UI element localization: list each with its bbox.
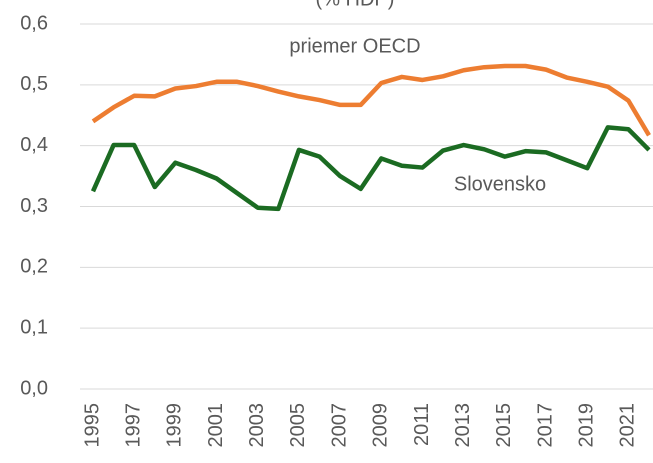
x-tick-label: 2015 bbox=[493, 403, 515, 448]
y-tick-label: 0,1 bbox=[20, 316, 48, 338]
x-tick-label: 2003 bbox=[246, 403, 268, 448]
x-tick-label: 2007 bbox=[328, 403, 350, 448]
chart-subtitle: (% HDP) bbox=[316, 0, 395, 10]
x-tick-label: 1995 bbox=[81, 403, 103, 448]
x-tick-label: 1999 bbox=[164, 403, 186, 448]
x-tick-label: 2001 bbox=[205, 403, 227, 448]
y-tick-label: 0,5 bbox=[20, 73, 48, 95]
x-tick-label: 2017 bbox=[534, 403, 556, 448]
y-tick-label: 0,6 bbox=[20, 12, 48, 34]
x-tick-label: 2005 bbox=[287, 403, 309, 448]
x-tick-label: 2011 bbox=[411, 403, 433, 446]
series-line bbox=[90, 125, 651, 212]
x-tick-label: 2019 bbox=[576, 403, 598, 448]
y-tick-label: 0,4 bbox=[20, 134, 48, 156]
x-tick-label: 2021 bbox=[617, 403, 639, 448]
series-label: Slovensko bbox=[454, 173, 546, 195]
series-line bbox=[91, 63, 651, 137]
y-tick-label: 0,2 bbox=[20, 256, 48, 278]
y-tick-label: 0,3 bbox=[20, 195, 48, 217]
x-tick-label: 2009 bbox=[370, 403, 392, 448]
x-tick-label: 1997 bbox=[122, 403, 144, 448]
series-label: priemer OECD bbox=[289, 35, 420, 57]
x-tick-label: 2013 bbox=[452, 403, 474, 448]
y-tick-label: 0,0 bbox=[20, 377, 48, 399]
